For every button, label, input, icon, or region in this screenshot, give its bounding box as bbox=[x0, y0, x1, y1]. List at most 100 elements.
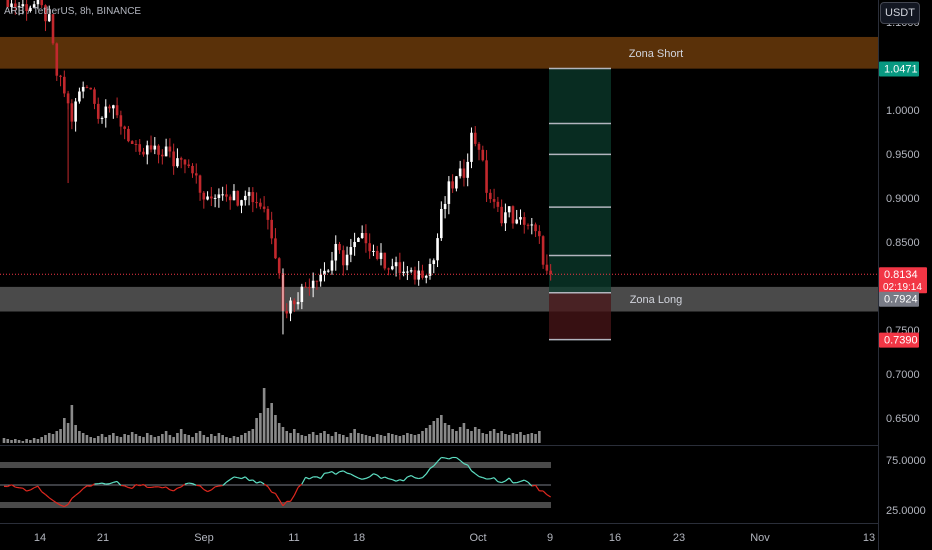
volume-bar bbox=[108, 435, 111, 443]
volume-bar bbox=[477, 429, 481, 443]
candle-body bbox=[81, 86, 85, 92]
candle-body bbox=[25, 4, 28, 12]
position-profit-area[interactable] bbox=[549, 68, 611, 293]
candle-body bbox=[232, 190, 236, 201]
candle-body bbox=[29, 7, 32, 12]
candle-body bbox=[89, 87, 93, 90]
rsi-line-segment bbox=[535, 485, 540, 492]
position-loss-area[interactable] bbox=[549, 292, 611, 340]
rsi-line-segment bbox=[90, 483, 95, 487]
candle-body bbox=[391, 266, 394, 270]
candle-body bbox=[270, 219, 273, 239]
price-tick-label: 0.7000 bbox=[886, 369, 920, 381]
rsi-line-segment bbox=[373, 473, 378, 476]
candle-body bbox=[179, 158, 183, 160]
rsi-line-segment bbox=[196, 484, 201, 487]
rsi-line-segment bbox=[109, 481, 114, 485]
rsi-line-segment bbox=[78, 488, 84, 493]
currency-button[interactable]: USDT bbox=[880, 2, 920, 24]
candle-body bbox=[123, 126, 126, 129]
volume-bar bbox=[66, 423, 70, 443]
time-tick-label: 14 bbox=[34, 532, 46, 544]
volume-bar bbox=[353, 429, 356, 443]
volume-bar bbox=[96, 436, 100, 443]
rsi-line-segment bbox=[410, 475, 416, 479]
volume-bar bbox=[55, 431, 59, 443]
candle-body bbox=[424, 275, 428, 278]
rsi-line-segment bbox=[362, 477, 367, 480]
volume-bar bbox=[387, 433, 390, 443]
candle-body bbox=[292, 300, 296, 305]
candle-body bbox=[357, 238, 360, 242]
volume-bar bbox=[485, 434, 488, 443]
candle-body bbox=[538, 231, 541, 237]
volume-bar bbox=[119, 437, 123, 443]
target-price-tag-value: 1.0471 bbox=[884, 64, 918, 76]
rsi-line-segment bbox=[188, 482, 193, 485]
rsi-line-segment bbox=[493, 477, 499, 483]
volume-bar bbox=[372, 437, 375, 443]
rsi-line-segment bbox=[274, 493, 280, 500]
volume-bar bbox=[492, 429, 496, 443]
volume-bar bbox=[134, 434, 138, 443]
volume-bar bbox=[161, 434, 164, 443]
candle-body bbox=[266, 208, 270, 220]
rsi-line-segment bbox=[162, 486, 167, 489]
volume-bar bbox=[424, 428, 428, 443]
candle-body bbox=[519, 217, 522, 220]
rsi-line-segment bbox=[192, 483, 197, 486]
volume-bar bbox=[432, 421, 436, 443]
rsi-line-segment bbox=[328, 471, 333, 474]
volume-bar bbox=[240, 435, 243, 443]
volume-bar bbox=[70, 405, 74, 443]
candle-body bbox=[59, 75, 62, 77]
zone-short[interactable] bbox=[0, 36, 878, 69]
candle-body bbox=[10, 3, 13, 8]
candle-body bbox=[243, 195, 247, 201]
volume-bar bbox=[266, 408, 270, 443]
volume-bar bbox=[455, 431, 458, 443]
candle-body bbox=[104, 106, 108, 118]
volume-bar bbox=[93, 438, 96, 443]
volume-bar bbox=[489, 431, 492, 443]
rsi-line-segment bbox=[365, 476, 370, 479]
volume-bar bbox=[522, 435, 526, 443]
volume-bar bbox=[89, 437, 93, 443]
volume-bar bbox=[368, 436, 371, 443]
volume-bar bbox=[398, 436, 402, 443]
candle-body bbox=[334, 244, 338, 261]
volume-bar bbox=[507, 435, 511, 443]
price-tick-label: 0.6500 bbox=[886, 413, 920, 425]
rsi-tick-label: 25.0000 bbox=[886, 505, 926, 517]
rsi-line-segment bbox=[71, 494, 77, 499]
rsi-line-segment bbox=[41, 491, 46, 495]
rsi-line-segment bbox=[98, 482, 103, 485]
candle-body bbox=[221, 194, 224, 196]
rsi-line-segment bbox=[158, 486, 163, 489]
candle-body bbox=[55, 43, 59, 76]
volume-bar bbox=[304, 436, 307, 443]
rsi-line-segment bbox=[414, 477, 419, 480]
volume-bar bbox=[357, 433, 360, 443]
volume-bar bbox=[29, 440, 32, 443]
candle-body bbox=[285, 310, 289, 314]
candle-body bbox=[32, 4, 36, 8]
candle-body bbox=[40, 0, 43, 6]
volume-bar bbox=[32, 438, 36, 443]
candle-body bbox=[93, 89, 96, 104]
volume-bar bbox=[470, 431, 473, 443]
rsi-line-segment bbox=[11, 484, 16, 488]
candle-body bbox=[428, 264, 432, 276]
volume-bar bbox=[202, 435, 206, 443]
rsi-line-segment bbox=[222, 481, 227, 486]
candle-body bbox=[130, 141, 134, 144]
zone-long[interactable] bbox=[0, 286, 878, 312]
candle-body bbox=[47, 14, 51, 22]
volume-bar bbox=[383, 436, 387, 443]
volume-bar bbox=[130, 432, 134, 443]
candle-body bbox=[300, 286, 304, 303]
rsi-line-segment bbox=[48, 497, 54, 502]
rsi-line-segment bbox=[497, 481, 502, 484]
stop-price-tag bbox=[879, 332, 919, 348]
candle-body bbox=[545, 264, 549, 271]
